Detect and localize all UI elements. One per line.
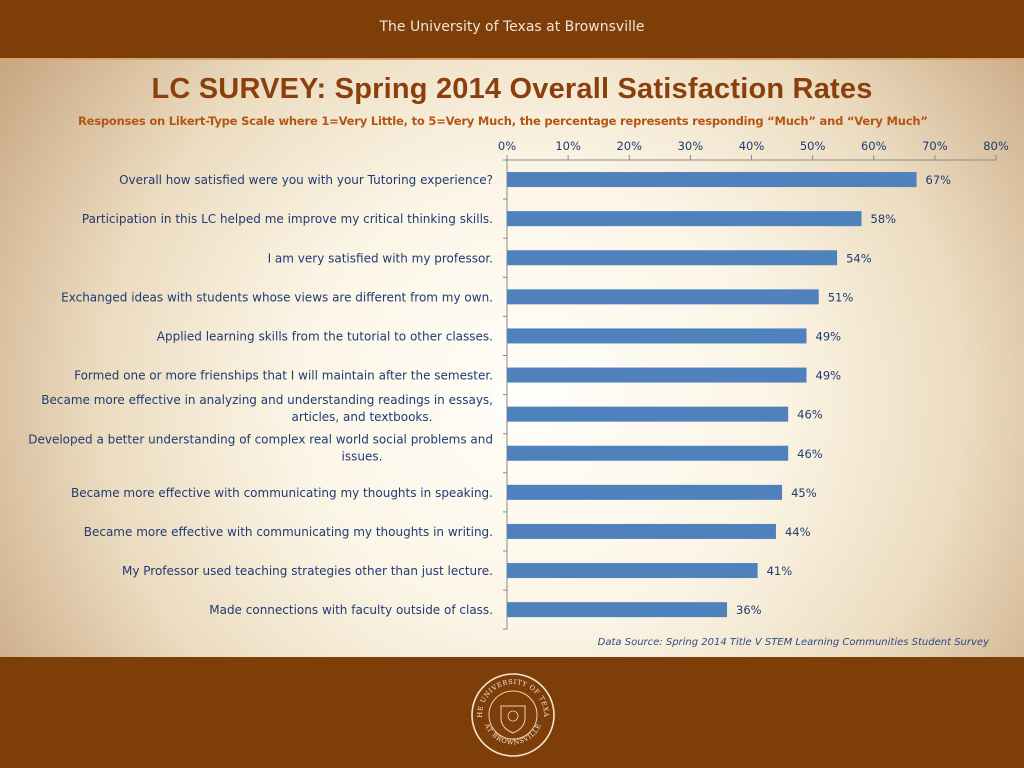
bar	[507, 406, 789, 422]
category-label: I am very satisfied with my professor.	[268, 251, 493, 265]
bar	[507, 250, 838, 266]
bar	[507, 289, 819, 305]
data-label: 54%	[846, 251, 872, 265]
category-label: Formed one or more frienships that I wil…	[74, 369, 493, 383]
footer-banner: THE UNIVERSITY OF TEXAS AT BROWNSVILLE	[0, 657, 1024, 768]
category-label: Exchanged ideas with students whose view…	[61, 290, 493, 304]
bar	[507, 563, 758, 579]
data-label: 49%	[816, 329, 842, 343]
institution-name: The University of Texas at Brownsville	[379, 19, 645, 35]
data-label: 44%	[785, 525, 811, 539]
x-tick-label: 80%	[983, 139, 1009, 153]
x-tick-label: 10%	[555, 139, 581, 153]
x-tick-label: 50%	[800, 139, 826, 153]
category-label: Made connections with faculty outside of…	[209, 603, 493, 617]
seal-text-top: THE UNIVERSITY OF TEXAS	[470, 672, 549, 718]
bar	[507, 445, 789, 461]
data-label: 46%	[797, 408, 823, 422]
data-label: 45%	[791, 486, 817, 500]
data-label: 41%	[767, 564, 793, 578]
data-source-note: Data Source: Spring 2014 Title V STEM Le…	[597, 637, 989, 648]
category-label: Became more effective in analyzing and u…	[41, 393, 493, 424]
data-label: 58%	[871, 212, 897, 226]
x-tick-label: 30%	[678, 139, 704, 153]
x-tick-label: 70%	[922, 139, 948, 153]
bar-chart: 0% 10% 20% 30% 40% 50% 60% 70% 80% 67% Overall how…	[28, 139, 1009, 630]
data-label: 46%	[797, 447, 823, 461]
bar	[507, 367, 807, 383]
bar	[507, 328, 807, 344]
category-label: Became more effective with communicating…	[84, 525, 493, 539]
data-label: 51%	[828, 290, 854, 304]
page-title: LC SURVEY: Spring 2014 Overall Satisfact…	[151, 73, 873, 105]
data-label: 36%	[736, 603, 762, 617]
category-label: Participation in this LC helped me impro…	[82, 212, 493, 226]
chart-subtitle: Responses on Likert-Type Scale where 1=V…	[78, 114, 928, 128]
category-label: My Professor used teaching strategies ot…	[122, 564, 493, 578]
bar	[507, 523, 776, 539]
x-tick-label: 40%	[739, 139, 765, 153]
data-label: 49%	[816, 369, 842, 383]
bar	[507, 172, 917, 188]
category-label: Became more effective with communicating…	[71, 486, 493, 500]
bar	[507, 484, 783, 500]
x-tick-label: 60%	[861, 139, 887, 153]
university-seal-icon: THE UNIVERSITY OF TEXAS AT BROWNSVILLE	[470, 672, 555, 757]
data-label: 67%	[926, 173, 952, 187]
header-banner: The University of Texas at Brownsville	[0, 0, 1024, 60]
svg-text:THE UNIVERSITY OF TEXAS: THE UNIVERSITY OF TEXAS	[470, 672, 550, 718]
x-tick-label: 0%	[498, 139, 516, 153]
x-tick-label: 20%	[616, 139, 642, 153]
category-label: Applied learning skills from the tutoria…	[157, 329, 493, 343]
category-label: Developed a better understanding of comp…	[28, 432, 493, 463]
bar	[507, 602, 728, 618]
bar	[507, 211, 862, 227]
category-label: Overall how satisfied were you with your…	[119, 173, 493, 187]
